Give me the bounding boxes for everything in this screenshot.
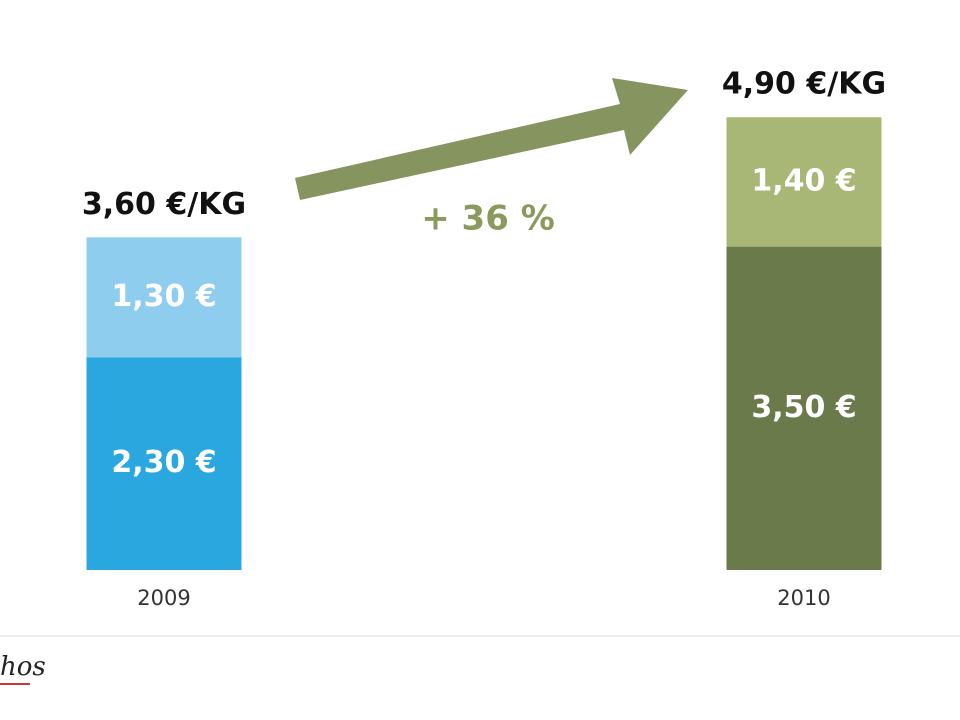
bar-segment [86, 357, 242, 570]
bar-segment [726, 246, 882, 570]
segment-label: 3,50 € [751, 390, 856, 425]
x-tick-label: 2010 [777, 586, 830, 610]
segment-label: 1,40 € [751, 163, 856, 198]
logo: hos [0, 652, 46, 682]
total-label: 3,60 €/KG [82, 187, 246, 222]
growth-annotation: + 36 % [421, 199, 555, 239]
segment-label: 1,30 € [111, 279, 216, 314]
bar-segment [726, 117, 882, 247]
segment-label: 2,30 € [111, 445, 216, 480]
growth-arrow [295, 78, 688, 200]
total-label: 4,90 €/KG [722, 67, 886, 102]
bar-segment [86, 237, 242, 358]
x-tick-label: 2009 [137, 586, 190, 610]
